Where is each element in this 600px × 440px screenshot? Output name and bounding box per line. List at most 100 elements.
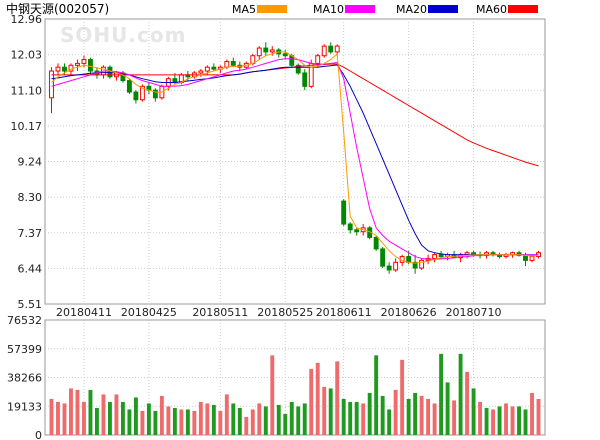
candle-body xyxy=(438,254,444,258)
volume-bar xyxy=(205,403,210,435)
volume-panel: 76532 57399 38266 19133 0 xyxy=(7,314,546,440)
volume-bar xyxy=(413,392,418,435)
candle-body xyxy=(302,72,308,87)
candle xyxy=(55,63,61,75)
volume-bar xyxy=(114,394,119,435)
volume-bar xyxy=(354,401,359,435)
volume-bar xyxy=(367,392,372,435)
volume-bar xyxy=(250,409,255,435)
volume-bar xyxy=(426,398,431,435)
candle-body xyxy=(373,236,379,250)
candle-body xyxy=(55,66,61,72)
legend-swatch-ma5 xyxy=(257,5,287,13)
date-tick-label: 20180411 xyxy=(56,306,112,319)
candle-body xyxy=(88,59,93,72)
volume-bar xyxy=(101,394,106,435)
candle xyxy=(126,78,132,94)
candle-body xyxy=(386,265,392,271)
candle xyxy=(386,262,392,274)
candle xyxy=(211,63,217,72)
date-axis: 20180411 20180425 20180511 20180525 20180611… xyxy=(56,306,502,319)
volume-bar xyxy=(120,401,125,435)
volume-bar xyxy=(172,407,177,435)
volume-bar xyxy=(75,389,80,435)
legend-swatch-ma60 xyxy=(508,5,538,13)
candle-body xyxy=(211,66,217,70)
volume-bar xyxy=(192,410,197,435)
volume-bar xyxy=(49,398,54,435)
volume-bar xyxy=(478,401,483,435)
candle xyxy=(263,42,269,56)
volume-bar xyxy=(263,406,268,435)
volume-tick-label: 19133 xyxy=(7,400,42,413)
volume-bar xyxy=(328,388,333,435)
volume-bar xyxy=(62,403,67,435)
candle xyxy=(139,84,145,102)
legend: MA5 MA10 MA20 MA60 xyxy=(232,3,538,16)
volume-bar xyxy=(88,389,93,435)
legend-label-ma60: MA60 xyxy=(476,3,507,16)
ma5-line xyxy=(51,51,539,264)
candle-body xyxy=(204,66,210,72)
volume-bar xyxy=(348,401,353,435)
volume-bar xyxy=(283,413,288,435)
volume-bar xyxy=(146,403,151,435)
volume-y-ticks: 76532 57399 38266 19133 0 xyxy=(7,314,42,440)
volume-bar xyxy=(166,406,171,435)
candle-body xyxy=(295,64,301,74)
candle-body xyxy=(256,47,262,57)
candle-body xyxy=(81,59,87,64)
volume-bar xyxy=(380,395,385,435)
date-tick-label: 20180525 xyxy=(257,306,313,319)
candle xyxy=(516,250,522,257)
price-panel: SOHU.com 12.96 12.03 11.10 10.17 9.24 8.30 7.3… xyxy=(11,13,546,311)
candle-body xyxy=(529,256,535,261)
candle-body xyxy=(126,80,132,93)
volume-bar xyxy=(270,355,275,435)
candle xyxy=(419,258,425,270)
candle-body xyxy=(328,45,334,53)
volume-bar xyxy=(504,403,508,435)
price-tick-label: 12.96 xyxy=(11,13,43,26)
volume-bar xyxy=(224,394,229,435)
candle xyxy=(230,57,236,68)
legend-swatch-ma20 xyxy=(428,5,458,13)
candle xyxy=(432,252,438,263)
volume-bar xyxy=(335,361,340,435)
volume-bar xyxy=(536,398,541,435)
volume-bar xyxy=(231,403,236,435)
price-tick-label: 11.10 xyxy=(11,84,43,97)
volume-bar xyxy=(133,397,138,435)
price-tick-label: 10.17 xyxy=(11,120,43,133)
volume-bar xyxy=(530,392,534,435)
volume-bar xyxy=(185,409,190,435)
candle-body xyxy=(198,70,204,74)
price-tick-label: 9.24 xyxy=(18,156,43,169)
candle xyxy=(107,65,113,79)
volume-bar xyxy=(471,388,476,435)
date-tick-label: 20180710 xyxy=(446,306,502,319)
volume-bar xyxy=(465,371,470,435)
candle-body xyxy=(289,55,295,66)
volume-bar xyxy=(107,401,112,435)
price-tick-label: 12.03 xyxy=(11,49,43,62)
candle-body xyxy=(62,66,67,72)
volume-bar xyxy=(341,398,346,435)
date-tick-label: 20180626 xyxy=(381,306,437,319)
volume-bar xyxy=(179,409,184,435)
date-tick-label: 20180425 xyxy=(121,306,177,319)
candle xyxy=(412,254,418,274)
volume-bar xyxy=(523,409,528,435)
volume-tick-label: 0 xyxy=(35,429,42,440)
candle-body xyxy=(419,259,425,269)
candle-body xyxy=(224,60,230,68)
candle xyxy=(321,44,327,58)
candle-body xyxy=(152,89,158,99)
candle xyxy=(256,46,262,60)
candle-body xyxy=(393,261,399,271)
volume-grid xyxy=(45,320,545,435)
price-tick-label: 5.51 xyxy=(18,298,43,311)
price-tick-label: 8.30 xyxy=(18,191,43,204)
candle xyxy=(341,199,347,226)
